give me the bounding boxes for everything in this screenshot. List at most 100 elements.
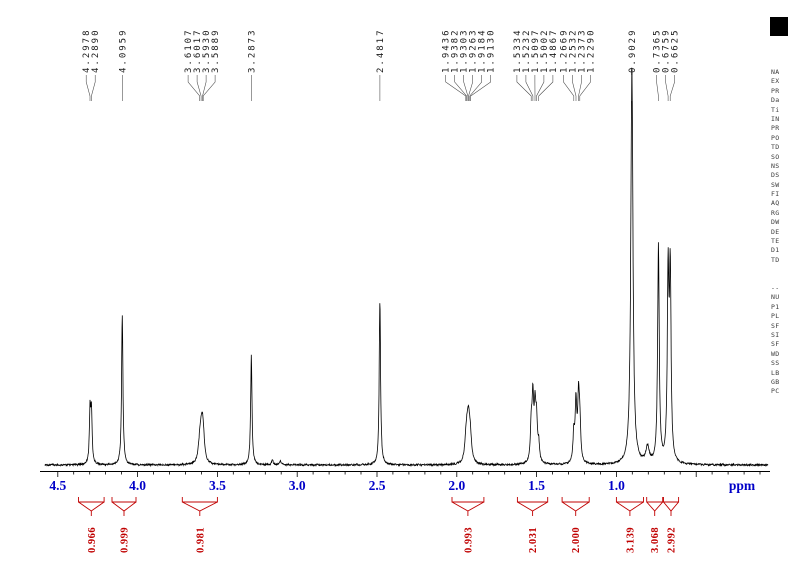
x-axis-tick-label: 4.0	[129, 478, 146, 493]
integral-value: 0.966	[87, 527, 98, 553]
param-line: --	[771, 283, 780, 292]
param-line: FI	[771, 190, 780, 199]
peak-label-connector	[579, 75, 591, 101]
peak-label-connector	[202, 75, 207, 101]
peak-label-connector	[445, 75, 467, 101]
integral-bracket	[181, 497, 218, 503]
param-line: PO	[771, 133, 780, 142]
peak-label-connector	[196, 75, 202, 101]
peak-label-connector	[665, 75, 669, 101]
param-line: DS	[771, 171, 780, 180]
integral-bracket-fan	[646, 501, 664, 512]
integral-bracket-fan	[451, 501, 485, 512]
integral-bracket	[646, 497, 664, 503]
peak-shift-label: 0.6625	[671, 28, 681, 73]
param-line: WD	[771, 349, 780, 358]
x-axis-tick-label: 2.5	[369, 478, 386, 493]
param-line: SW	[771, 180, 780, 189]
param-line: NS	[771, 161, 780, 170]
param-line: TE	[771, 237, 780, 246]
x-axis-tick-label: 1.0	[608, 478, 625, 493]
peak-shift-label: 1.9436	[442, 28, 452, 73]
integral-bracket-fan	[517, 501, 548, 512]
peak-shift-label: 3.5889	[211, 28, 221, 73]
integral-value: 3.068	[650, 527, 661, 553]
param-line: NU	[771, 293, 780, 302]
peak-shift-label: 3.5930	[202, 28, 212, 73]
peak-shift-label: 4.2978	[82, 28, 92, 73]
integral-bracket-fan	[78, 501, 105, 512]
param-line: GB	[771, 377, 780, 386]
param-line: PL	[771, 312, 780, 321]
peak-shift-label: 1.4867	[549, 28, 559, 73]
integral-bracket	[111, 497, 137, 503]
integral-value: 0.981	[195, 527, 206, 553]
param-line: SF	[771, 321, 780, 330]
integral-value: 2.000	[571, 527, 582, 553]
x-axis-tick-label: 4.5	[49, 478, 66, 493]
param-line: D1	[771, 246, 780, 255]
integral-bracket	[561, 497, 590, 503]
x-axis-unit-label: ppm	[729, 478, 756, 493]
peak-label-connector	[85, 75, 91, 101]
peak-shift-label: 1.2373	[578, 28, 588, 73]
peak-shift-label: 1.9382	[451, 28, 461, 73]
param-line	[771, 275, 788, 284]
peak-label-connector	[538, 75, 554, 101]
peak-shift-label: 1.5232	[522, 28, 532, 73]
param-line: P1	[771, 302, 780, 311]
param-line: AQ	[771, 199, 780, 208]
peak-shift-label: 3.6017	[193, 28, 203, 73]
peak-shift-label: 0.7365	[653, 28, 663, 73]
integral-value: 0.999	[120, 527, 131, 553]
param-line: RG	[771, 208, 780, 217]
param-line: Da	[771, 96, 780, 105]
peak-shift-label: 4.0959	[118, 28, 128, 73]
peak-shift-label: 1.9263	[469, 28, 479, 73]
param-line: DE	[771, 227, 780, 236]
integral-bracket-fan	[663, 501, 679, 512]
vendor-logo-mark	[770, 17, 788, 36]
peak-shift-label: 1.5002	[540, 28, 550, 73]
peak-label-connector	[516, 75, 532, 101]
param-line: NA	[771, 68, 780, 76]
spectrum-trace	[44, 67, 769, 468]
peak-shift-label: 1.9303	[460, 28, 470, 73]
peak-label-connector	[202, 75, 216, 101]
integral-value: 0.993	[463, 527, 474, 553]
param-line: SI	[771, 330, 780, 339]
param-line: IN	[771, 114, 780, 123]
peak-label-connector	[572, 75, 577, 101]
integral-bracket-fan	[182, 501, 218, 512]
param-line: TD	[771, 143, 780, 152]
integral-bracket-fan	[616, 501, 644, 512]
x-axis-tick-label: 2.0	[448, 478, 465, 493]
peak-label-connector	[187, 75, 200, 101]
param-line	[771, 265, 788, 274]
peak-label-connector	[454, 75, 467, 101]
peak-shift-label: 1.5097	[531, 28, 541, 73]
param-line: EX	[771, 77, 780, 86]
peak-shift-label: 1.9184	[478, 28, 488, 73]
param-line: Ti	[771, 105, 780, 114]
peak-label-connector	[463, 75, 469, 101]
peak-label-connector	[563, 75, 575, 101]
x-axis-tick-label: 1.5	[528, 478, 545, 493]
peak-shift-label: 1.2532	[569, 28, 579, 73]
peak-label-connector	[578, 75, 582, 101]
peak-shift-label: 1.9130	[487, 28, 497, 73]
peak-label-connector	[656, 75, 659, 101]
peak-label-connector	[525, 75, 534, 101]
peak-shift-label: 0.9029	[628, 28, 638, 73]
integral-bracket	[516, 497, 549, 503]
peak-label-connector	[468, 75, 473, 101]
param-line: TD	[771, 255, 780, 264]
integral-bracket-fan	[561, 501, 590, 512]
param-line: SF	[771, 340, 780, 349]
peak-shift-label: 1.2290	[587, 28, 597, 73]
peak-shift-label: 1.5334	[513, 28, 523, 73]
integral-value: 3.139	[625, 527, 636, 553]
param-line: SS	[771, 359, 780, 368]
